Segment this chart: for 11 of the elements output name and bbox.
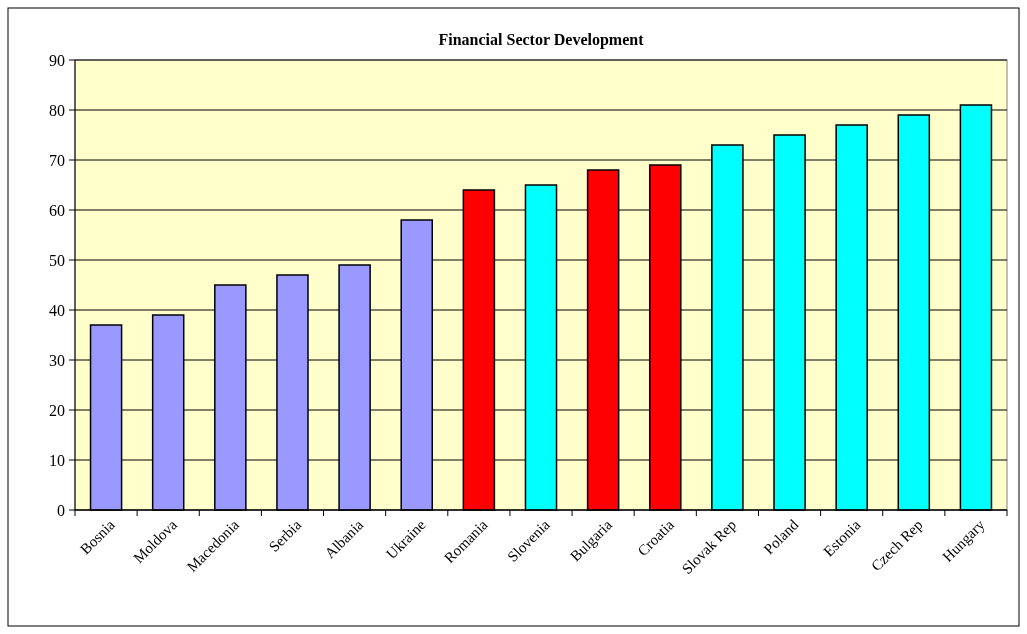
y-tick-label: 0 [57, 501, 65, 519]
chart-title: Financial Sector Development [438, 31, 645, 49]
y-tick-label: 20 [49, 401, 65, 419]
y-tick-label: 80 [49, 101, 65, 119]
y-tick-label: 40 [49, 301, 65, 319]
y-tick-label: 90 [49, 51, 65, 69]
y-tick-label: 10 [49, 451, 65, 469]
y-tick-label: 50 [49, 251, 65, 269]
y-tick-label: 60 [49, 201, 65, 219]
y-tick-label: 30 [49, 351, 65, 369]
y-tick-label: 70 [49, 151, 65, 169]
